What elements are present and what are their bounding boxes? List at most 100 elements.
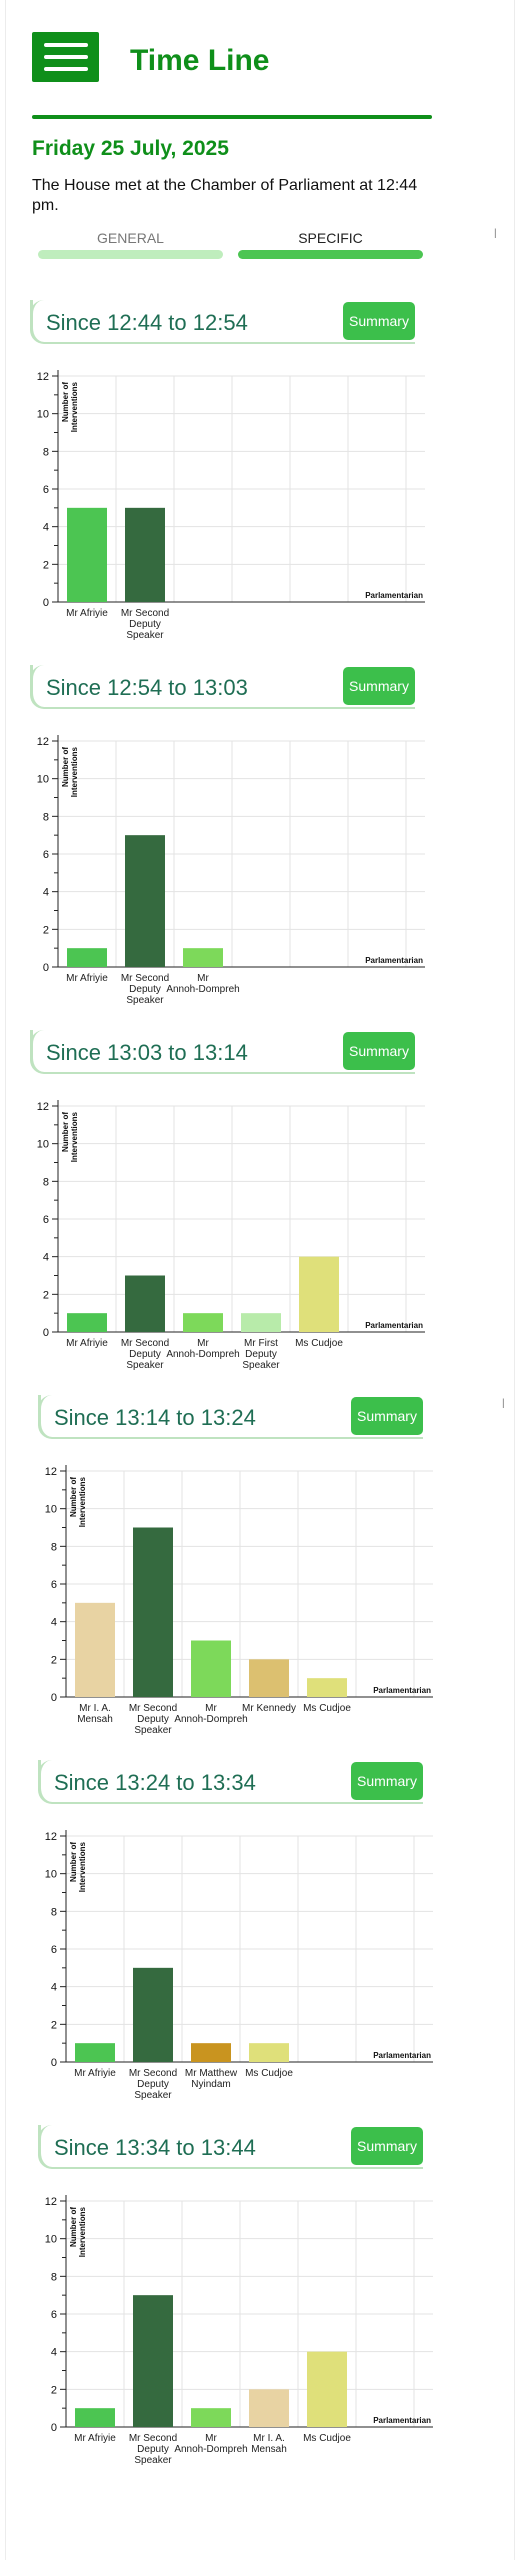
x-axis-label: Parlamentarian — [373, 2051, 431, 2060]
x-tick-label: Mr Afriyie — [74, 2433, 116, 2444]
x-tick-label: Mr Afriyie — [66, 1338, 108, 1349]
x-tick-label: Mr I. A. Mensah — [251, 2433, 287, 2455]
x-axis-label: Parlamentarian — [365, 956, 423, 965]
y-tick-label: 12 — [37, 1101, 49, 1113]
x-tick-label: Mr Kennedy — [242, 1703, 296, 1714]
session-intro: The House met at the Chamber of Parliame… — [32, 177, 418, 214]
timeline-section: Since 13:34 to 13:44 Summary 0 2 4 6 8 10 12 Nu… — [0, 2125, 520, 2485]
summary-button[interactable]: Summary — [343, 1032, 415, 1070]
y-axis-label: Number ofInterventions — [61, 746, 79, 797]
section-title: Since 13:14 to 13:24 — [54, 1405, 256, 1430]
section-header — [38, 1395, 423, 1439]
y-tick-label: 6 — [51, 1944, 57, 1956]
bar — [249, 2043, 289, 2062]
x-tick-label: Mr Matthew Nyindam — [185, 2068, 238, 2090]
x-axis-label: Parlamentarian — [373, 1686, 431, 1695]
session-date: Friday 25 July, 2025 — [32, 137, 229, 160]
y-tick-label: 8 — [51, 1906, 57, 1918]
tab-general-indicator — [38, 250, 223, 259]
y-tick-label: 0 — [51, 1692, 57, 1704]
x-tick-label: Mr First Deputy Speaker — [242, 1338, 280, 1371]
y-tick-label: 6 — [43, 1214, 49, 1226]
y-tick-label: 4 — [43, 1252, 49, 1264]
hamburger-menu-icon[interactable] — [32, 32, 99, 82]
tab-specific-label: SPECIFIC — [298, 230, 363, 246]
bar — [249, 2389, 289, 2427]
x-tick-label: Mr Afriyie — [74, 2068, 116, 2079]
summary-button[interactable]: Summary — [351, 1397, 423, 1435]
timeline-section: Since 12:44 to 12:54 Summary 0 2 4 6 8 10 12 Nu… — [0, 300, 520, 660]
y-tick-label: 8 — [51, 2271, 57, 2283]
y-tick-label: 6 — [51, 2309, 57, 2321]
bar — [307, 1678, 347, 1697]
bar — [307, 2351, 347, 2427]
x-tick-label: Mr Annoh-Dompreh — [166, 1338, 239, 1360]
y-axis-label: Number ofInterventions — [69, 1841, 87, 1892]
x-tick-label: Mr Afriyie — [66, 973, 108, 984]
interventions-bar-chart: 0 2 4 6 8 10 12 Number ofInterventions Parlament… — [37, 370, 425, 641]
x-axis-label: Parlamentarian — [365, 1321, 423, 1330]
menu-line — [43, 67, 88, 71]
x-tick-label: Mr Second Deputy Speaker — [121, 973, 169, 1006]
x-axis-label: Parlamentarian — [373, 2416, 431, 2425]
x-tick-label: Mr I. A. Mensah — [77, 1703, 113, 1725]
bar — [75, 2043, 115, 2062]
bar — [191, 2408, 231, 2427]
x-tick-label: Ms Cudjoe — [303, 2433, 351, 2444]
y-tick-label: 2 — [51, 2384, 57, 2396]
y-tick-label: 8 — [43, 811, 49, 823]
bar — [183, 1313, 223, 1332]
x-tick-label: Mr Second Deputy Speaker — [121, 1338, 169, 1371]
y-tick-label: 10 — [45, 1869, 57, 1881]
scroll-marker: | — [502, 1398, 505, 1409]
y-tick-label: 12 — [45, 1831, 57, 1843]
bar — [75, 2408, 115, 2427]
y-tick-label: 2 — [51, 1654, 57, 1666]
summary-button[interactable]: Summary — [351, 1762, 423, 1800]
section-title: Since 13:34 to 13:44 — [54, 2135, 256, 2160]
section-header — [38, 2125, 423, 2169]
page-title: Time Line — [130, 44, 270, 77]
scroll-marker: | — [494, 228, 497, 239]
interventions-bar-chart: 0 2 4 6 8 10 12 Number ofInterventions Parlament… — [37, 1100, 425, 1371]
bar — [125, 507, 165, 602]
y-tick-label: 8 — [43, 446, 49, 458]
interventions-bar-chart: 0 2 4 6 8 10 12 Number ofInterventions Parlament… — [45, 1465, 433, 1736]
y-tick-label: 10 — [37, 774, 49, 786]
tab-general[interactable]: GENERAL — [38, 228, 223, 259]
y-tick-label: 12 — [45, 2196, 57, 2208]
tab-specific-indicator — [238, 250, 423, 259]
x-tick-label: Mr Second Deputy Speaker — [121, 608, 169, 641]
y-tick-label: 12 — [37, 736, 49, 748]
bar — [67, 507, 107, 602]
interventions-bar-chart: 0 2 4 6 8 10 12 Number ofInterventions Parlament… — [45, 2195, 433, 2466]
timeline-section: Since 12:54 to 13:03 Summary 0 2 4 6 8 10 12 Nu… — [0, 665, 520, 1025]
bar — [133, 1527, 173, 1697]
y-tick-label: 6 — [51, 1579, 57, 1591]
y-axis-label: Number ofInterventions — [61, 1111, 79, 1162]
x-tick-label: Mr Annoh-Dompreh — [174, 1703, 247, 1725]
x-tick-label: Ms Cudjoe — [303, 1703, 351, 1714]
y-tick-label: 10 — [45, 1504, 57, 1516]
tab-specific[interactable]: SPECIFIC — [238, 228, 423, 259]
bar — [133, 2295, 173, 2427]
y-tick-label: 10 — [45, 2234, 57, 2246]
bar — [125, 1275, 165, 1332]
summary-button[interactable]: Summary — [343, 302, 415, 340]
summary-button[interactable]: Summary — [351, 2127, 423, 2165]
title-divider — [32, 115, 432, 119]
tab-general-label: GENERAL — [97, 230, 164, 246]
x-tick-label: Mr Annoh-Dompreh — [166, 973, 239, 995]
y-tick-label: 10 — [37, 409, 49, 421]
y-tick-label: 4 — [51, 1617, 57, 1629]
y-tick-label: 0 — [43, 962, 49, 974]
y-tick-label: 2 — [51, 2019, 57, 2031]
bar — [191, 2043, 231, 2062]
y-tick-label: 2 — [43, 559, 49, 571]
y-tick-label: 8 — [51, 1541, 57, 1553]
section-title: Since 13:03 to 13:14 — [46, 1040, 248, 1065]
summary-button[interactable]: Summary — [343, 667, 415, 705]
y-tick-label: 4 — [51, 2347, 57, 2359]
bar — [241, 1313, 281, 1332]
y-tick-label: 0 — [43, 597, 49, 609]
